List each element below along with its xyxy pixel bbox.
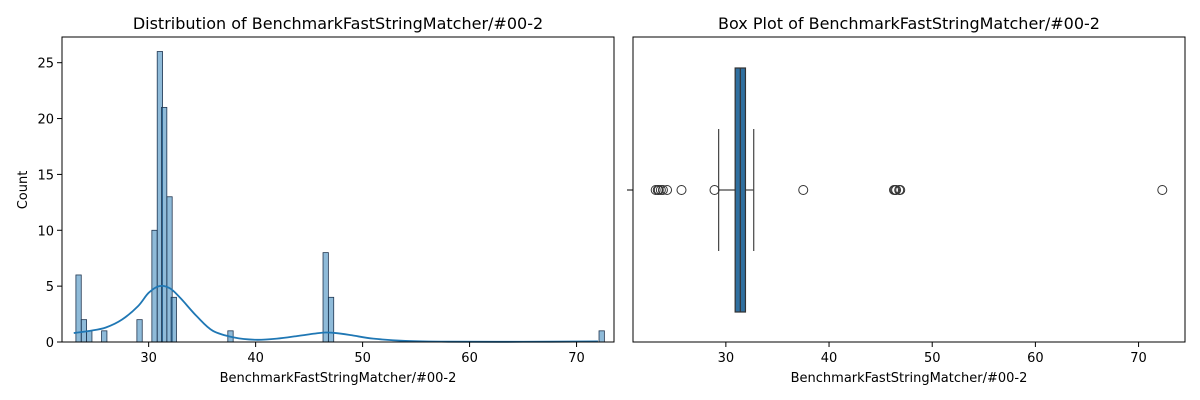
boxplot-panel: Box Plot of BenchmarkFastStringMatcher/#…	[627, 14, 1186, 386]
histogram-bar	[161, 106, 168, 343]
kde-curve	[73, 284, 598, 343]
y-tick-label: 25	[37, 57, 54, 72]
outlier-point	[798, 185, 809, 195]
histogram-bar	[136, 319, 143, 343]
y-tick-label: 0	[46, 336, 54, 351]
y-tick-label: 15	[37, 168, 54, 183]
histogram-bars	[75, 51, 605, 343]
outlier-point	[709, 185, 720, 195]
histogram-bar	[598, 330, 605, 343]
outlier-point	[657, 185, 668, 195]
boxplot-axes-frame	[632, 36, 1186, 343]
histogram-y-ticks: 0 5 10 15 20 25	[37, 57, 62, 351]
histogram-bar	[170, 296, 177, 343]
outlier-point	[891, 185, 902, 195]
x-tick-label: 50	[924, 351, 941, 366]
boxplot-x-ticks: 30 40 50 60 70	[718, 342, 1147, 366]
x-tick-label: 60	[461, 351, 478, 366]
boxplot-x-axis-label: BenchmarkFastStringMatcher/#00-2	[791, 371, 1028, 386]
outlier-point	[1157, 185, 1168, 195]
x-tick-label: 30	[718, 351, 735, 366]
x-tick-label: 50	[354, 351, 371, 366]
x-tick-label: 70	[1130, 351, 1147, 366]
outlier-point	[676, 185, 687, 195]
x-tick-label: 70	[568, 351, 585, 366]
histogram-bar	[322, 252, 329, 343]
x-tick-label: 40	[821, 351, 838, 366]
histogram-y-axis-label: Count	[16, 171, 31, 210]
x-tick-label: 60	[1027, 351, 1044, 366]
histogram-x-axis-label: BenchmarkFastStringMatcher/#00-2	[220, 371, 457, 386]
x-tick-label: 30	[140, 351, 157, 366]
boxplot-body	[650, 67, 1168, 313]
outlier-point	[662, 185, 673, 195]
x-tick-label: 40	[247, 351, 264, 366]
histogram-x-ticks: 30 40 50 60 70	[140, 342, 585, 366]
histogram-bar	[101, 330, 108, 343]
y-tick-label: 20	[37, 113, 54, 128]
histogram-axes-frame	[61, 36, 615, 343]
histogram-title: Distribution of BenchmarkFastStringMatch…	[133, 14, 543, 33]
outlier-point	[895, 185, 906, 195]
histogram-panel: Distribution of BenchmarkFastStringMatch…	[16, 14, 615, 386]
histogram-bar	[86, 330, 93, 343]
boxplot-title: Box Plot of BenchmarkFastStringMatcher/#…	[718, 14, 1100, 33]
y-tick-label: 10	[37, 224, 54, 239]
y-tick-label: 5	[46, 280, 54, 295]
histogram-bar	[151, 229, 158, 343]
histogram-bar	[327, 296, 335, 343]
